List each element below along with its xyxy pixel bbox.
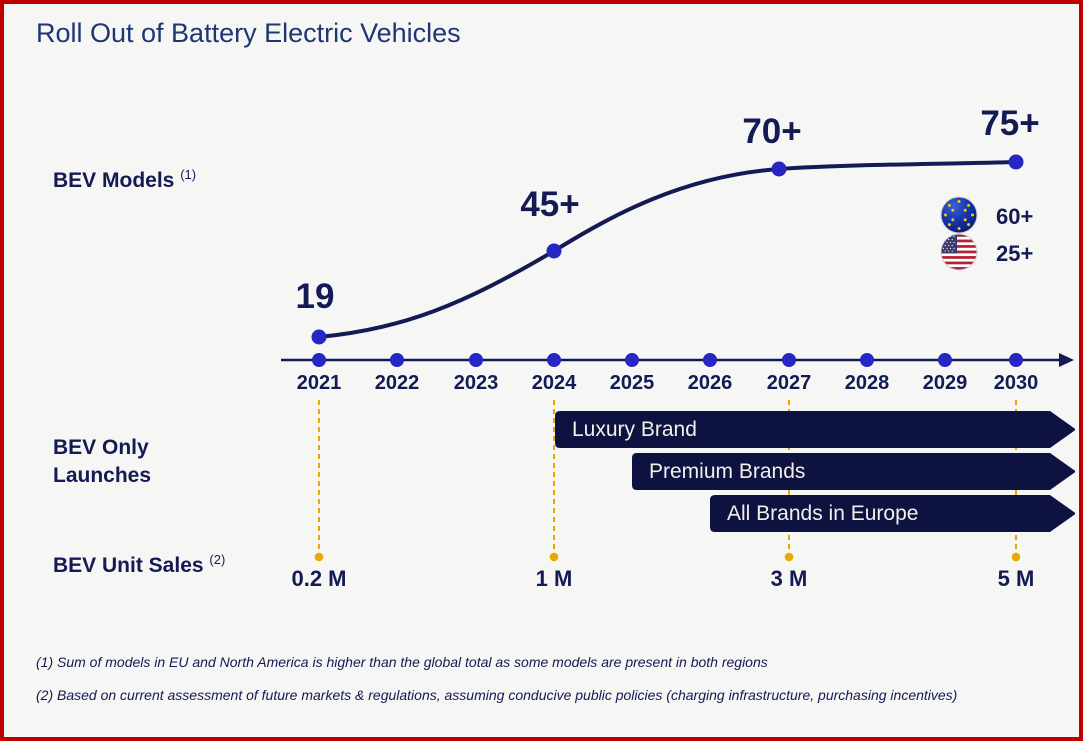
svg-text:60+: 60+ (996, 204, 1033, 229)
svg-text:25+: 25+ (996, 241, 1033, 266)
